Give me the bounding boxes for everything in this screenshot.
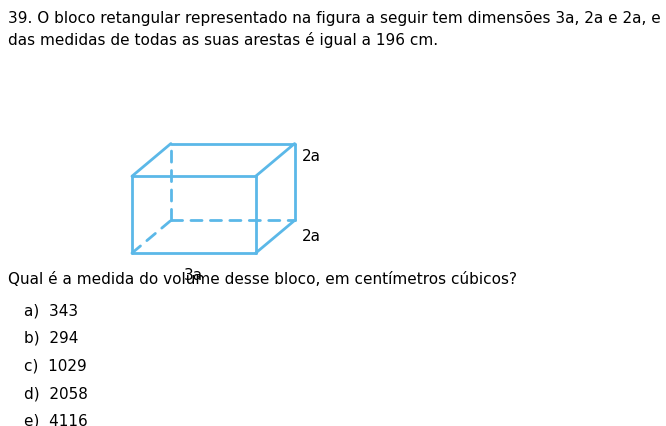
Text: 2a: 2a	[302, 229, 320, 244]
Text: 2a: 2a	[302, 149, 320, 164]
Text: das medidas de todas as suas arestas é igual a 196 cm.: das medidas de todas as suas arestas é i…	[8, 32, 438, 48]
Text: Qual é a medida do volume desse bloco, em centímetros cúbicos?: Qual é a medida do volume desse bloco, e…	[8, 272, 517, 287]
Text: c)  1029: c) 1029	[24, 358, 87, 373]
Text: e)  4116: e) 4116	[24, 414, 88, 426]
Text: 3a: 3a	[184, 268, 203, 283]
Text: b)  294: b) 294	[24, 331, 79, 346]
Text: a)  343: a) 343	[24, 303, 79, 318]
Text: d)  2058: d) 2058	[24, 386, 88, 401]
Text: 39. O bloco retangular representado na figura a seguir tem dimensões 3a, 2a e 2a: 39. O bloco retangular representado na f…	[8, 11, 666, 26]
